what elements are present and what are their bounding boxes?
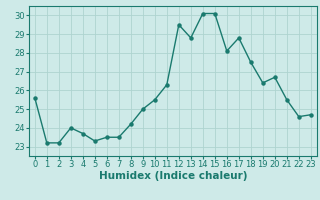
X-axis label: Humidex (Indice chaleur): Humidex (Indice chaleur): [99, 171, 247, 181]
